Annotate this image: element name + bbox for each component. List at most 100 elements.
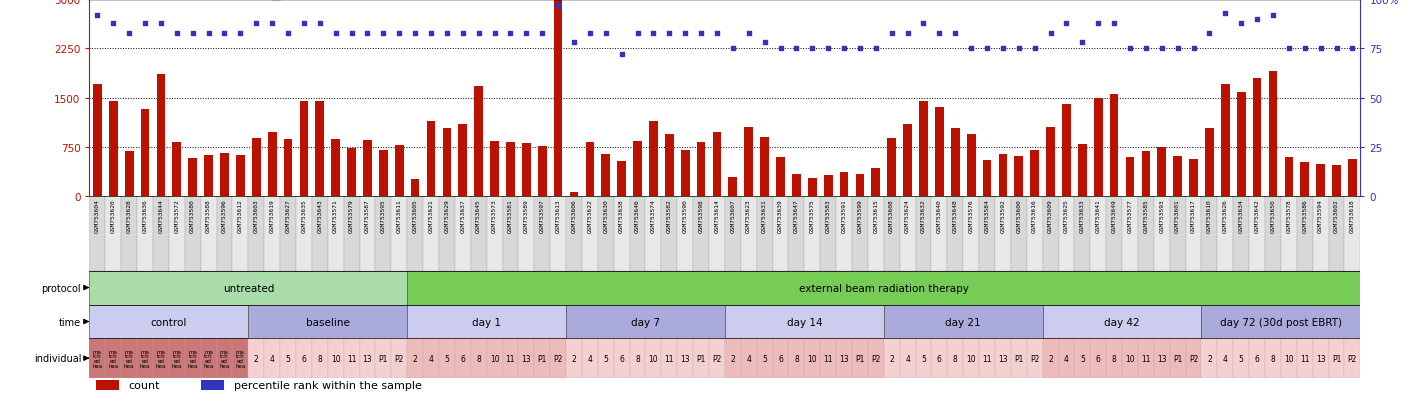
- Text: GSM753576: GSM753576: [968, 199, 974, 233]
- Bar: [852, 339, 868, 378]
- Text: P1: P1: [855, 354, 865, 363]
- Bar: [602, 154, 611, 197]
- Text: P2: P2: [1189, 354, 1198, 363]
- Bar: [169, 197, 185, 271]
- Bar: [916, 339, 932, 378]
- Text: P2: P2: [713, 354, 721, 363]
- Text: 10: 10: [649, 354, 659, 363]
- Bar: [709, 197, 724, 271]
- Bar: [1075, 339, 1091, 378]
- Text: GSM753638: GSM753638: [619, 199, 625, 233]
- Bar: [1014, 157, 1024, 197]
- Bar: [153, 197, 169, 271]
- Point: [213, 30, 236, 37]
- Bar: [523, 143, 531, 197]
- Bar: [264, 339, 280, 378]
- Text: 10: 10: [331, 354, 341, 363]
- Bar: [697, 143, 706, 197]
- Bar: [585, 143, 594, 197]
- Bar: [1329, 197, 1345, 271]
- Bar: [567, 305, 724, 339]
- Text: P2: P2: [395, 354, 403, 363]
- Bar: [1091, 197, 1106, 271]
- Bar: [1042, 339, 1058, 378]
- Point: [991, 46, 1014, 52]
- Bar: [443, 128, 452, 197]
- Bar: [934, 108, 944, 197]
- Text: 11: 11: [983, 354, 991, 363]
- Bar: [200, 197, 216, 271]
- Point: [1214, 10, 1237, 17]
- Text: 8: 8: [794, 354, 799, 363]
- Text: GSM753644: GSM753644: [159, 199, 163, 233]
- Bar: [872, 169, 880, 197]
- Text: GSM753605: GSM753605: [413, 199, 417, 233]
- Bar: [454, 339, 471, 378]
- Text: 10: 10: [967, 354, 976, 363]
- Text: 13: 13: [839, 354, 849, 363]
- Text: P2: P2: [1348, 354, 1358, 363]
- Bar: [888, 139, 896, 197]
- Bar: [1201, 305, 1360, 339]
- Bar: [459, 124, 467, 197]
- Text: P2: P2: [1030, 354, 1039, 363]
- Bar: [375, 339, 392, 378]
- Bar: [1281, 339, 1296, 378]
- Bar: [741, 339, 757, 378]
- Bar: [185, 197, 200, 271]
- Bar: [744, 128, 753, 197]
- Bar: [1173, 157, 1181, 197]
- Text: GSM753604: GSM753604: [95, 199, 99, 233]
- Bar: [995, 339, 1011, 378]
- Text: GSM753572: GSM753572: [175, 199, 179, 233]
- Bar: [567, 197, 582, 271]
- Text: 4: 4: [588, 354, 592, 363]
- Text: 4: 4: [429, 354, 433, 363]
- Bar: [1027, 339, 1042, 378]
- Point: [483, 30, 506, 37]
- Text: P1: P1: [696, 354, 706, 363]
- Bar: [852, 197, 868, 271]
- Text: 8: 8: [1271, 354, 1275, 363]
- Text: GSM753634: GSM753634: [1238, 199, 1244, 233]
- Text: GSM753580: GSM753580: [190, 199, 195, 233]
- Point: [467, 30, 490, 37]
- Text: 6: 6: [460, 354, 466, 363]
- Text: 13: 13: [521, 354, 531, 363]
- Bar: [94, 85, 102, 197]
- Bar: [1031, 151, 1039, 197]
- Bar: [947, 197, 963, 271]
- Bar: [251, 139, 261, 197]
- Bar: [121, 197, 138, 271]
- Bar: [236, 156, 244, 197]
- Text: GSM753620: GSM753620: [111, 199, 116, 233]
- Text: 4: 4: [1223, 354, 1228, 363]
- Bar: [312, 339, 328, 378]
- Text: GSM753584: GSM753584: [984, 199, 990, 233]
- Bar: [772, 339, 788, 378]
- Bar: [89, 197, 105, 271]
- Bar: [598, 197, 613, 271]
- Bar: [724, 339, 741, 378]
- Text: GSM753588: GSM753588: [206, 199, 212, 233]
- Bar: [423, 339, 439, 378]
- Bar: [189, 159, 197, 197]
- Point: [737, 30, 760, 37]
- Bar: [1312, 339, 1329, 378]
- Bar: [947, 339, 963, 378]
- Bar: [200, 339, 216, 378]
- Bar: [359, 339, 375, 378]
- Text: ma
tch
ed
hea: ma tch ed hea: [124, 349, 135, 368]
- Text: GSM753573: GSM753573: [493, 199, 497, 233]
- Text: GSM753617: GSM753617: [1191, 199, 1196, 233]
- Bar: [1126, 158, 1135, 197]
- Bar: [185, 339, 200, 378]
- Bar: [454, 197, 471, 271]
- Bar: [141, 110, 149, 197]
- Text: GSM753589: GSM753589: [524, 199, 528, 233]
- Point: [865, 46, 888, 52]
- Bar: [709, 339, 724, 378]
- Bar: [983, 161, 991, 197]
- Text: 13: 13: [1157, 354, 1167, 363]
- Point: [690, 30, 713, 37]
